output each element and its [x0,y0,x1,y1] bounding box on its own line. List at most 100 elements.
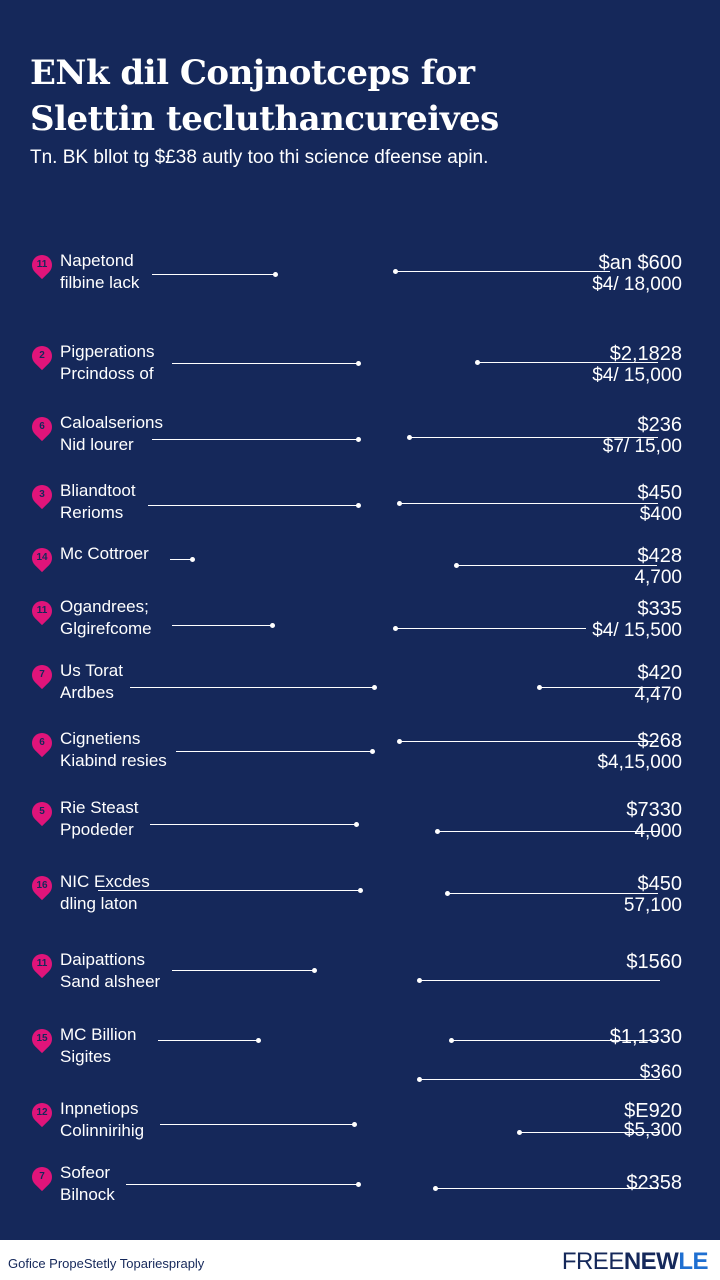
connector-line [417,1077,660,1082]
connector-line [152,437,361,442]
item-value: $1,1330 [609,1026,682,1048]
item-subvalue: 57,100 [623,895,682,916]
item-number: 6 [39,737,45,748]
list-item: 16 NIC Excdes dling laton $450 57,100 [0,871,720,932]
item-label: Mc Cottroer [60,544,149,563]
list-item: 2 Pigperations Prcindoss of $2,1828 $4/ … [0,341,720,402]
item-sublabel: Rerioms [60,503,124,522]
connector-line [130,685,377,690]
item-subvalue: $4,15,000 [597,752,682,773]
list-item: 12 Inpnetiops Colinnirihig $E920 $5,300 [0,1098,720,1159]
list-item: 6 Caloalserions Nid lourer $236 $7/ 15,0… [0,412,720,473]
connector-line [445,891,658,896]
item-subvalue: $360 [639,1062,682,1083]
item-value: $2358 [626,1172,682,1194]
footer-logo: FREENEWLE [561,1248,709,1276]
item-sublabel: Nid lourer [60,435,134,454]
item-sublabel: Sigites [60,1047,112,1066]
map-pin-icon: 7 [27,1162,57,1192]
title-line-2: Slettin teсluthancureives [30,99,499,139]
connector-line [150,822,359,827]
item-value: $450 [637,873,683,895]
item-subvalue: $4/ 15,000 [592,365,682,386]
map-pin-icon: 11 [27,596,57,626]
item-number: 16 [36,880,48,891]
connector-line [407,435,658,440]
item-subvalue: $7/ 15,00 [602,436,682,457]
item-number: 14 [36,552,48,563]
list-item: 5 Rie Steast Ppodeder $7330 4,000 [0,797,720,858]
item-label: Rie Steast [60,798,139,817]
item-subvalue: 4,700 [634,567,682,588]
connector-line [172,968,317,973]
item-label: NIC Excdes [60,872,150,891]
item-label: Caloalserions [60,413,163,432]
item-label: Ogandrees; [60,597,149,616]
connector-line [435,829,660,834]
item-number: 15 [36,1033,48,1044]
item-value: $268 [637,730,683,752]
item-number: 7 [39,669,45,680]
connector-line [397,739,658,744]
map-pin-icon: 12 [27,1098,57,1128]
item-value: $236 [637,414,683,436]
item-value: $an $600 [598,252,682,274]
map-pin-icon: 11 [27,949,57,979]
item-sublabel: Bilnock [60,1185,115,1204]
list-item: 7 Us Torat Ardbes $420 4,470 [0,660,720,721]
map-pin-icon: 16 [27,871,57,901]
connector-line [148,503,361,508]
map-pin-icon: 2 [27,341,57,371]
connector-line [170,557,195,562]
footer-logo-part-3: LE [678,1248,708,1275]
item-value: $E920 [624,1100,682,1122]
map-pin-icon: 15 [27,1024,57,1054]
title-line-1: ENk dil Conjnotceps for [30,53,475,93]
map-pin-icon: 5 [27,797,57,827]
item-value: $7330 [626,799,682,821]
item-value: $420 [637,662,683,684]
connector-line [417,978,660,983]
item-number: 5 [39,806,45,817]
item-subvalue: $5,300 [623,1120,682,1141]
item-label: MC Billion [60,1025,137,1044]
item-subvalue: $4/ 15,500 [592,620,682,641]
item-sublabel: Ppodeder [60,820,134,839]
item-label: Inpnetiops [60,1099,139,1118]
item-label: Pigperations [60,342,155,361]
footer-logo-part-2: NEW [623,1248,679,1275]
item-label: Bliandtoot [60,481,136,500]
item-label: Daipattions [60,950,146,969]
item-number: 7 [39,1171,45,1182]
map-pin-icon: 6 [27,412,57,442]
footer-logo-part-1: FREE [561,1248,625,1275]
list-item: 11 Ogandrees; Glgirefcome $335 $4/ 15,50… [0,596,720,657]
connector-line [393,626,586,631]
map-pin-icon: 3 [27,480,57,510]
connector-line [475,360,658,365]
item-sublabel: filbine lack [60,273,140,292]
connector-line [393,269,610,274]
item-label: Sofeor [60,1163,111,1182]
item-number: 6 [39,421,45,432]
list-item: 3 Bliandtoot Rerioms $450 $400 [0,480,720,541]
subtitle: Tn. BK bllot tg $£38 autly too thi scien… [30,147,489,168]
connector-line [98,888,363,893]
list-item: 11 Daipattions Sand alsheer $1560 [0,949,720,1010]
item-label: Cignetiens [60,729,141,748]
item-value: $1560 [626,951,682,973]
item-sublabel: Colinnirihig [60,1121,145,1140]
map-pin-icon: 14 [27,543,57,573]
item-label: Napetond [60,251,134,270]
connector-line [172,623,275,628]
item-number: 2 [39,350,45,361]
item-label: Us Torat [60,661,123,680]
list-item: 6 Cignetiens Kiabind resies $268 $4,15,0… [0,728,720,789]
connector-line [433,1186,658,1191]
item-value: $335 [637,598,683,620]
item-number: 11 [36,958,48,969]
footer-bar [0,1240,720,1280]
item-subvalue: $400 [639,504,682,525]
item-sublabel: Ardbes [60,683,114,702]
item-subvalue: 4,470 [634,684,682,705]
